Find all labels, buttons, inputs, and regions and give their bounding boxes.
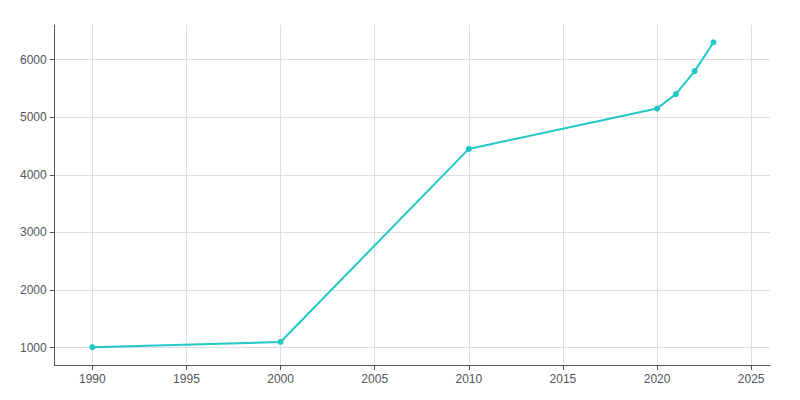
svg-text:2000: 2000 — [267, 372, 294, 386]
svg-text:2015: 2015 — [550, 372, 577, 386]
svg-text:4000: 4000 — [20, 168, 47, 182]
svg-text:2005: 2005 — [361, 372, 388, 386]
svg-text:2010: 2010 — [455, 372, 482, 386]
svg-text:1995: 1995 — [173, 372, 200, 386]
svg-text:3000: 3000 — [20, 225, 47, 239]
svg-text:2020: 2020 — [644, 372, 671, 386]
svg-text:1990: 1990 — [79, 372, 106, 386]
svg-text:5000: 5000 — [20, 110, 47, 124]
svg-text:6000: 6000 — [20, 53, 47, 67]
svg-text:1000: 1000 — [20, 341, 47, 355]
svg-text:2000: 2000 — [20, 283, 47, 297]
svg-text:2025: 2025 — [738, 372, 765, 386]
